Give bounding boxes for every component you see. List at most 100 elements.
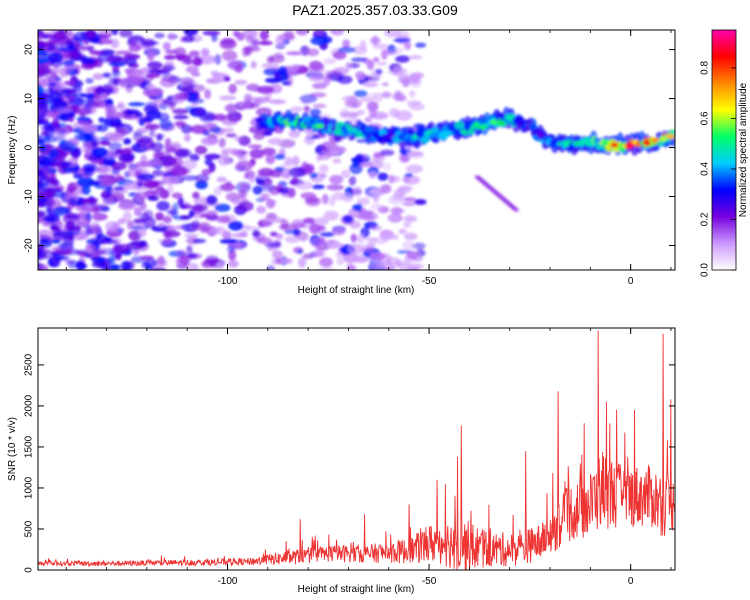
heatmap-cell — [187, 83, 195, 91]
heatmap-cell — [142, 117, 154, 122]
heatmap-cell — [403, 232, 418, 241]
heatmap-cell — [99, 176, 114, 187]
heatmap-cell — [234, 135, 243, 142]
heatmap-cell — [159, 190, 170, 199]
heatmap-cell — [280, 163, 287, 169]
heatmap-cell — [238, 201, 254, 212]
heatmap-cell — [319, 164, 329, 173]
heatmap-cell — [97, 101, 108, 109]
heatmap-cell — [285, 51, 304, 56]
heatmap-cell — [313, 30, 325, 35]
heatmap-cell — [173, 115, 189, 120]
heatmap-cell — [119, 30, 133, 38]
heatmap-cell — [351, 257, 370, 263]
heatmap-cell — [104, 132, 119, 142]
heatmap-cell — [45, 198, 62, 210]
heatmap-cell — [162, 215, 172, 224]
heatmap-cell — [219, 38, 237, 50]
heatmap-cell — [172, 108, 189, 115]
heatmap-cell — [314, 217, 329, 226]
heatmap-cell — [38, 49, 47, 55]
heatmap-cell — [250, 60, 257, 69]
heatmap-cell — [78, 134, 96, 143]
heatmap-cell — [102, 155, 116, 167]
heatmap-cell — [376, 61, 388, 66]
heatmap-cell — [38, 102, 47, 108]
heatmap-cell — [468, 127, 475, 135]
heatmap-cell — [393, 188, 406, 199]
heatmap-cell — [174, 120, 187, 127]
heatmap-cell — [248, 173, 256, 184]
heatmap-cell — [77, 177, 95, 188]
heatmap-peak — [489, 119, 498, 125]
heatmap-cell — [363, 247, 375, 253]
heatmap-cell — [154, 32, 165, 39]
heatmap-cell — [323, 77, 331, 86]
heatmap-cell — [161, 175, 180, 185]
heatmap-cell — [311, 184, 325, 190]
heatmap-cell — [398, 185, 414, 191]
heatmap-cell — [319, 257, 333, 268]
heatmap-cell — [81, 199, 95, 204]
heatmap-cell — [266, 212, 277, 220]
heatmap-cell — [49, 173, 57, 178]
heatmap-cell — [356, 233, 365, 244]
heatmap-cell — [318, 152, 331, 161]
heatmap-cell — [206, 195, 218, 205]
heatmap-cell — [409, 72, 420, 78]
y-tick-label: 0 — [24, 567, 35, 573]
heatmap-cell — [91, 205, 101, 214]
heatmap-cell — [38, 179, 45, 190]
snr-frame — [37, 327, 676, 571]
y-tick-label: 1500 — [24, 435, 35, 458]
colorbar-gradient — [712, 30, 736, 270]
heatmap-cell — [326, 242, 345, 248]
heatmap-cell — [405, 164, 424, 174]
heatmap-cell — [278, 223, 297, 231]
heatmap-cell — [94, 165, 112, 174]
heatmap-cell — [183, 30, 199, 36]
heatmap-cell — [99, 93, 108, 101]
heatmap-cell — [288, 129, 301, 139]
heatmap-cell — [139, 201, 147, 211]
heatmap-cell — [136, 241, 150, 252]
heatmap-cell — [47, 43, 56, 52]
heatmap-cell — [239, 183, 250, 190]
heatmap-cell — [381, 82, 389, 87]
heatmap-cell — [108, 77, 118, 88]
heatmap-cell — [191, 204, 208, 212]
heatmap-peak — [626, 142, 635, 148]
heatmap-cell — [386, 257, 401, 268]
y-tick-label: -20 — [24, 238, 35, 253]
heatmap-cell — [127, 102, 145, 107]
heatmap-cell — [156, 133, 163, 141]
heatmap-cell — [392, 92, 406, 101]
heatmap-cell — [279, 74, 289, 81]
heatmap-cell — [291, 177, 299, 186]
heatmap-cell — [227, 260, 239, 268]
heatmap-cell — [256, 205, 266, 214]
heatmap-cell — [162, 230, 181, 238]
spectrogram-heatmap — [38, 30, 675, 270]
heatmap-cell — [257, 85, 275, 94]
heatmap-cell — [221, 50, 238, 62]
heatmap-cell — [597, 145, 604, 150]
heatmap-cell — [351, 57, 367, 63]
heatmap-cell — [228, 249, 237, 261]
heatmap-cell — [205, 210, 218, 217]
heatmap-cell — [252, 229, 261, 238]
heatmap-cell — [92, 213, 108, 221]
heatmap-cell — [115, 149, 123, 154]
heatmap-cell — [352, 158, 359, 168]
heatmap-cell — [167, 32, 176, 41]
heatmap-cell — [155, 151, 172, 161]
heatmap-cell — [80, 62, 96, 70]
heatmap-cell — [204, 88, 212, 100]
heatmap-cell — [406, 100, 422, 106]
heatmap-cell — [176, 148, 192, 159]
heatmap-cell — [102, 72, 112, 78]
heatmap-cell — [124, 75, 142, 85]
heatmap-cell — [258, 40, 273, 46]
heatmap-cell — [267, 137, 284, 146]
